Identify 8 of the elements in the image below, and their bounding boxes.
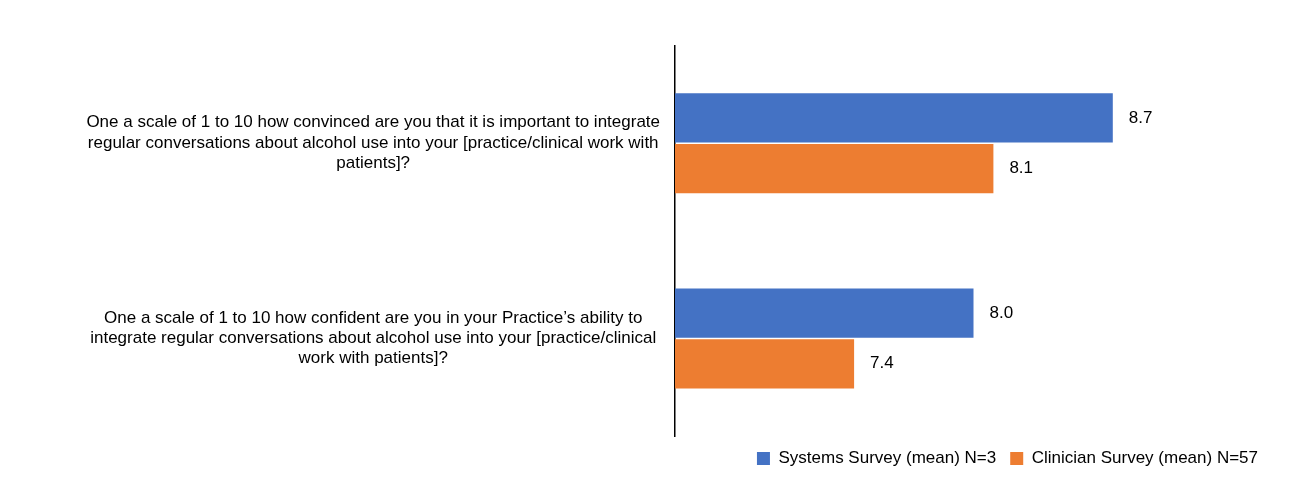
legend-label: Systems Survey (mean) N=3	[778, 448, 997, 468]
data-label: 7.4	[870, 353, 894, 373]
data-label: 8.1	[1009, 158, 1034, 178]
legend-label: Clinician Survey (mean) N=57	[1031, 448, 1259, 468]
data-label: 8.0	[989, 302, 1014, 322]
y-tick-label: One a scale of 1 to 10 how confident are you in your Practice’s ability to integrate regular conversations about alcohol use into your [practice/clinical work with patients]?	[90, 307, 657, 368]
data-label: 8.7	[1128, 107, 1153, 127]
y-tick-label: One a scale of 1 to 10 how convinced are you that it is important to integrate regular conversations about alcohol use into your [practice/clinical work with patients]?	[86, 112, 660, 173]
